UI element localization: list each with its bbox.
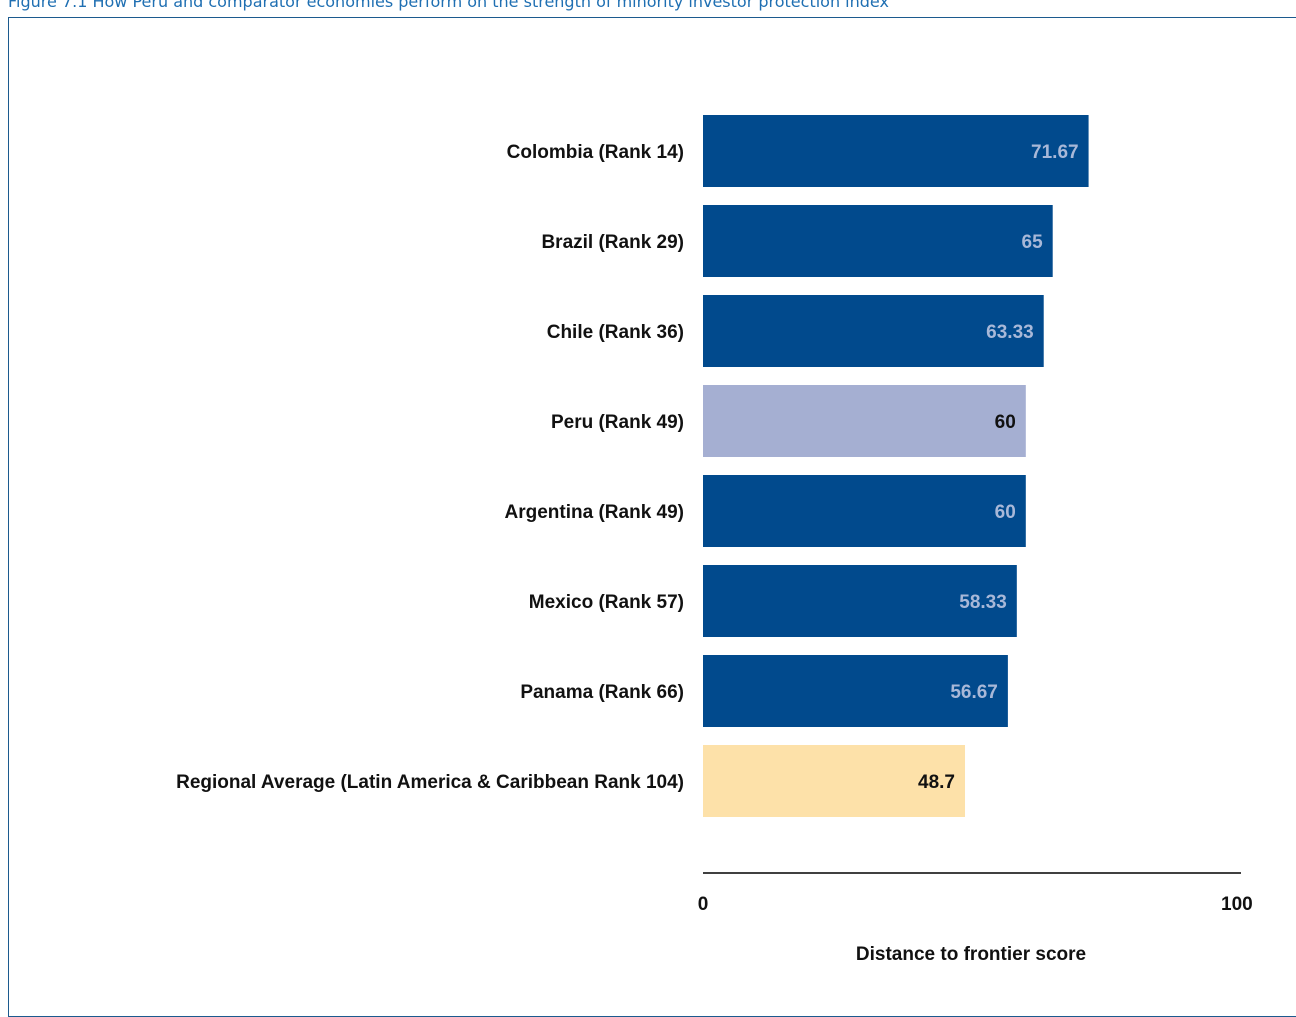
value-label: 48.7 (918, 772, 955, 793)
x-tick-label: 0 (698, 894, 709, 915)
x-axis-label: Distance to frontier score (856, 944, 1086, 965)
value-label: 65 (1022, 232, 1044, 253)
category-label: Panama (Rank 66) (520, 682, 684, 703)
bar (703, 385, 1026, 457)
category-label: Mexico (Rank 57) (529, 592, 684, 613)
value-label: 58.33 (959, 592, 1007, 613)
bar (703, 295, 1044, 367)
value-label: 60 (995, 412, 1016, 433)
value-label: 71.67 (1031, 142, 1079, 163)
category-label: Colombia (Rank 14) (507, 142, 684, 163)
figure-caption: Figure 7.1 How Peru and comparator econo… (8, 0, 889, 11)
bar (703, 475, 1026, 547)
x-tick-label: 100 (1221, 894, 1253, 915)
category-label: Peru (Rank 49) (551, 412, 684, 433)
bar (703, 115, 1089, 187)
x-tick-labels: 0 100 (698, 894, 1253, 915)
category-label: Argentina (Rank 49) (505, 502, 684, 523)
value-label: 60 (995, 502, 1016, 523)
value-label: 63.33 (986, 322, 1034, 343)
category-label: Regional Average (Latin America & Caribb… (176, 772, 684, 793)
bar (703, 565, 1017, 637)
bar (703, 655, 1008, 727)
value-label: 56.67 (950, 682, 998, 703)
bars (703, 115, 1089, 817)
category-label: Brazil (Rank 29) (541, 232, 684, 253)
category-labels: Colombia (Rank 14) Brazil (Rank 29) Chile … (176, 142, 684, 793)
bar (703, 745, 966, 817)
bar (703, 205, 1053, 277)
value-labels: 71.67 65 63.33 60 60 58.33 56.67 48.7 (918, 142, 1079, 793)
category-label: Chile (Rank 36) (547, 322, 684, 343)
